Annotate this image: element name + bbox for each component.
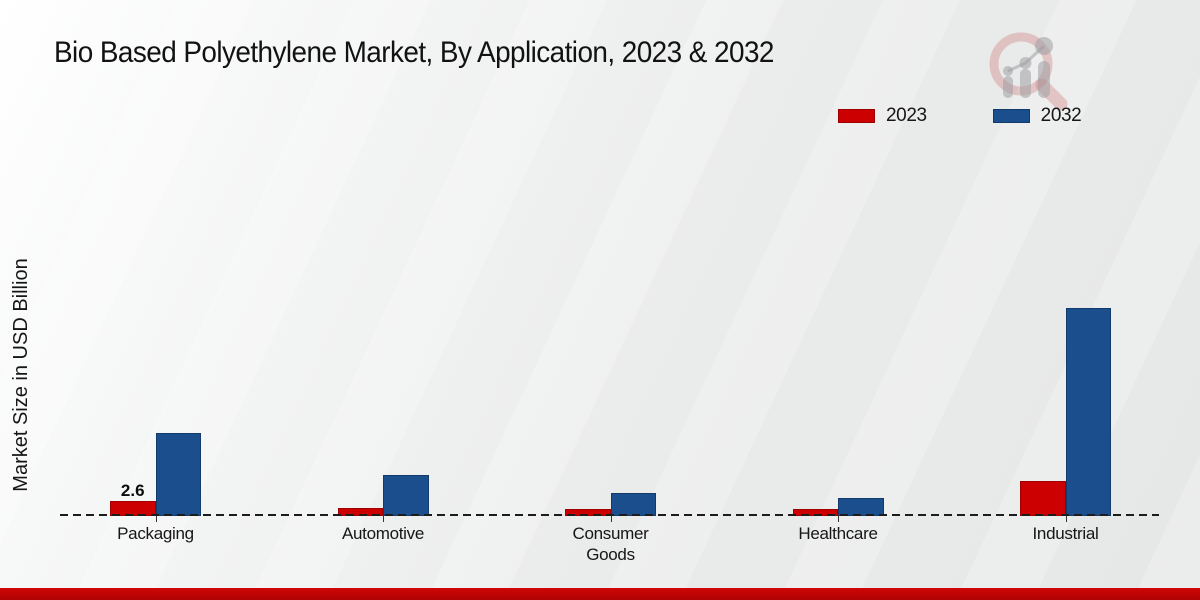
bar-2032-industrial [1065, 307, 1111, 516]
legend-label-2023: 2023 [886, 105, 927, 126]
bar-2032-automotive [383, 475, 429, 516]
value-label-packaging: 2.6 [120, 480, 145, 500]
brand-watermark [975, 25, 1085, 115]
footer-accent-bar [0, 588, 1200, 600]
category-label-consumer-goods: Consumer Goods [572, 524, 649, 565]
bar-2032-consumer-goods [610, 493, 656, 516]
legend-swatch-2032 [992, 109, 1030, 123]
legend-swatch-2023 [838, 109, 875, 123]
legend: 2023 2032 [838, 105, 1082, 127]
category-label-healthcare: Healthcare [798, 524, 878, 543]
x-axis-baseline [60, 514, 1159, 516]
x-tick-automotive [383, 516, 384, 522]
magnifier-bar-chart-icon [989, 32, 1068, 111]
bar-2032-packaging [155, 432, 201, 516]
x-tick-consumer-goods [610, 516, 612, 522]
bar-2023-industrial [1020, 480, 1066, 516]
legend-label-2032: 2032 [1040, 105, 1082, 126]
bar-2032-healthcare [838, 497, 884, 516]
x-tick-healthcare [838, 516, 839, 522]
legend-item-2023: 2023 [838, 105, 927, 127]
category-label-industrial: Industrial [1032, 524, 1099, 543]
category-label-packaging: Packaging [117, 524, 194, 543]
x-tick-packaging [155, 516, 157, 522]
x-tick-industrial [1065, 516, 1067, 522]
legend-item-2032: 2032 [992, 105, 1082, 127]
chart-title: Bio Based Polyethylene Market, By Applic… [54, 36, 774, 69]
category-label-automotive: Automotive [341, 524, 425, 543]
